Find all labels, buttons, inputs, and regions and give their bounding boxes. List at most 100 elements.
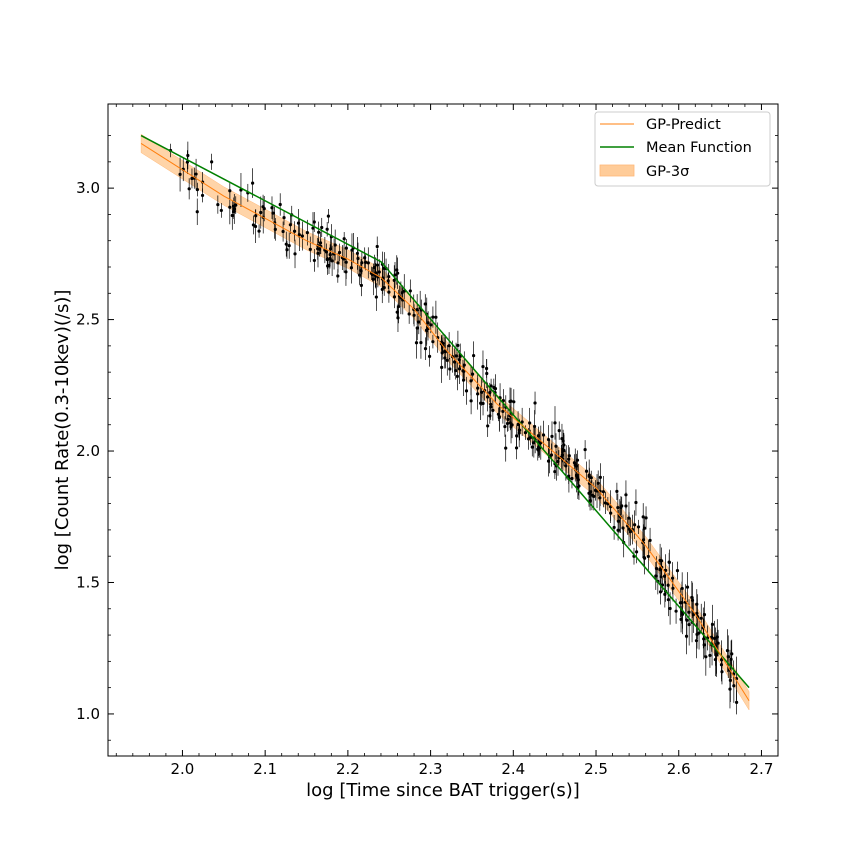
data-point — [526, 437, 531, 441]
data-point — [187, 187, 191, 191]
data-point — [719, 658, 724, 662]
legend-gp-band-swatch — [599, 164, 635, 177]
data-point — [452, 360, 457, 364]
data-point — [443, 349, 447, 354]
data-point — [675, 569, 680, 573]
data-point — [419, 341, 423, 345]
data-point — [685, 618, 689, 622]
data-point — [567, 457, 571, 461]
data-point — [730, 652, 734, 656]
data-point — [667, 560, 671, 564]
data-point — [634, 550, 639, 554]
data-point — [216, 202, 220, 207]
y-tick-label: 1.5 — [76, 573, 100, 591]
data-point — [481, 401, 485, 406]
data-point — [633, 523, 637, 527]
data-point — [646, 554, 650, 559]
data-point — [284, 242, 288, 246]
data-point — [195, 187, 199, 192]
data-point — [687, 623, 691, 627]
data-point — [230, 213, 234, 218]
data-point — [257, 229, 261, 233]
data-point — [654, 566, 659, 571]
data-point — [326, 264, 330, 268]
data-point — [337, 250, 342, 255]
data-point — [440, 351, 444, 355]
data-point — [253, 224, 258, 229]
data-point — [219, 208, 223, 213]
data-point — [412, 313, 416, 317]
data-point — [484, 366, 489, 371]
x-tick-label: 2.3 — [419, 760, 443, 778]
y-tick-label: 3.0 — [76, 179, 100, 197]
y-tick-label: 2.5 — [76, 311, 100, 329]
x-axis-label: log [Time since BAT trigger(s)] — [306, 780, 580, 801]
data-point — [492, 385, 496, 390]
data-point — [674, 609, 678, 613]
data-point — [690, 595, 694, 600]
data-point — [392, 295, 397, 299]
data-point — [662, 574, 667, 578]
data-point — [636, 525, 641, 529]
data-point — [282, 215, 286, 220]
data-point — [429, 323, 433, 327]
data-point — [621, 526, 625, 530]
data-point — [355, 251, 360, 256]
data-point — [374, 295, 378, 299]
data-point — [273, 227, 277, 231]
data-point — [530, 445, 534, 449]
data-point — [671, 586, 675, 590]
data-point — [408, 289, 412, 293]
data-point — [616, 506, 620, 510]
data-point — [663, 592, 667, 596]
legend-gp-predict-label: GP-Predict — [646, 117, 721, 133]
plot-frame — [107, 103, 779, 757]
data-point — [308, 247, 312, 251]
data-point — [505, 421, 510, 426]
data-point — [627, 516, 631, 520]
data-point — [728, 678, 732, 683]
data-point — [486, 424, 490, 428]
lines-layer — [140, 134, 750, 702]
data-point — [293, 252, 297, 256]
data-point — [349, 266, 354, 270]
data-point — [641, 538, 646, 542]
data-point — [532, 424, 537, 429]
y-tick-label: 2.0 — [76, 442, 100, 460]
data-point — [251, 181, 255, 185]
data-point — [344, 246, 348, 250]
x-tick-label: 2.2 — [336, 760, 360, 778]
data-point — [423, 347, 428, 351]
data-point — [680, 600, 684, 605]
data-point — [728, 687, 732, 691]
data-point — [320, 225, 324, 230]
data-point — [359, 283, 363, 287]
data-point — [386, 279, 390, 283]
data-point — [259, 210, 263, 215]
data-point — [702, 637, 706, 641]
data-point — [658, 590, 663, 594]
data-point — [609, 511, 613, 515]
data-point — [699, 616, 703, 620]
data-point — [615, 489, 619, 493]
data-point — [330, 259, 334, 263]
data-point — [536, 434, 540, 438]
data-point — [329, 247, 333, 251]
data-point — [476, 392, 480, 396]
data-point — [690, 598, 695, 602]
data-point — [567, 454, 571, 458]
data-point — [601, 490, 606, 494]
data-point — [431, 340, 435, 344]
data-point — [562, 448, 566, 453]
data-point — [325, 227, 329, 231]
data-point — [281, 229, 285, 234]
data-point — [496, 412, 501, 416]
data-point — [178, 172, 182, 176]
data-point — [285, 248, 289, 252]
data-point — [461, 378, 466, 382]
ticks-layer: 2.0 2.1 2.2 2.3 2.4 2.5 2.6 2.7 1.0 1.5 2.0 2.5 3.0 — [76, 104, 778, 778]
data-point — [344, 270, 348, 274]
data-point — [190, 176, 194, 181]
mean-function-line — [140, 134, 750, 689]
legend-gp-band-label: GP-3σ — [646, 164, 689, 180]
